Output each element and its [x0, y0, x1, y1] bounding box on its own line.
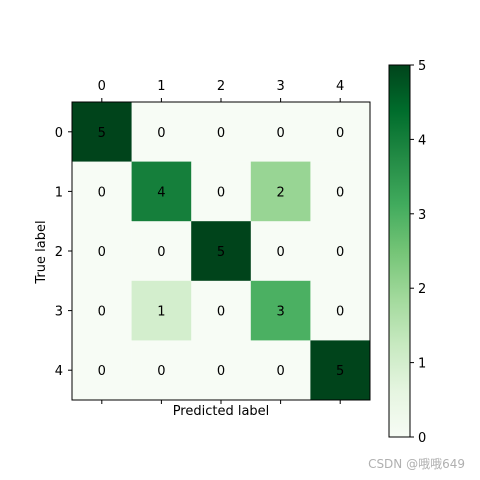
heatmap-cell — [250, 221, 311, 282]
x-tick-label: 4 — [336, 79, 344, 94]
heatmap-cell — [250, 280, 311, 341]
y-tick-label: 2 — [55, 245, 63, 260]
heatmap-cell — [72, 161, 132, 222]
cell-value-label: 0 — [217, 305, 225, 320]
cell-value-label: 0 — [157, 364, 165, 379]
heatmap-cell — [250, 340, 311, 401]
y-axis-label: True label — [34, 220, 49, 284]
y-tick-label: 1 — [55, 185, 63, 200]
x-tick-label: 3 — [276, 79, 284, 94]
cell-value-label: 0 — [217, 185, 225, 200]
heatmap-cell — [250, 161, 311, 222]
x-tick-label: 0 — [98, 79, 106, 94]
cell-value-label: 4 — [157, 185, 165, 200]
y-axis-ticks: 0 1 2 3 4 — [55, 126, 72, 379]
heatmap-cell — [72, 280, 132, 341]
cell-value-label: 0 — [336, 126, 344, 141]
heatmap-cell — [191, 340, 252, 401]
cell-value-label: 0 — [98, 305, 106, 320]
cell-value-label: 0 — [276, 245, 284, 260]
x-tick-label: 2 — [217, 79, 225, 94]
heatmap-cell — [310, 221, 371, 282]
x-axis-label: Predicted label — [173, 404, 270, 419]
heatmap-cell — [72, 102, 132, 162]
colorbar-tick-label: 2 — [418, 282, 426, 297]
cell-value-label: 5 — [336, 364, 344, 379]
colorbar — [388, 64, 411, 438]
heatmap-cell — [250, 102, 311, 162]
heatmap-cell — [72, 221, 132, 282]
cell-value-label: 5 — [98, 126, 106, 141]
heatmap-cell — [191, 102, 252, 162]
x-tick-label: 1 — [157, 79, 165, 94]
colorbar-tick-label: 5 — [418, 59, 426, 74]
cell-value-label: 0 — [336, 305, 344, 320]
cell-value-label: 0 — [98, 364, 106, 379]
cell-value-label: 1 — [157, 305, 165, 320]
cell-value-label: 0 — [157, 126, 165, 141]
cell-value-label: 0 — [157, 245, 165, 260]
cell-value-label: 0 — [98, 185, 106, 200]
heatmap-cell — [310, 340, 371, 401]
colorbar-tick-label: 3 — [418, 208, 426, 223]
heatmap-cell — [191, 221, 252, 282]
cell-value-label: 0 — [336, 245, 344, 260]
heatmap-cell — [191, 280, 252, 341]
heatmap-cell — [131, 161, 192, 222]
heatmap-cells — [72, 102, 371, 401]
heatmap-cell — [131, 221, 192, 282]
y-tick-label: 0 — [55, 126, 63, 141]
cell-value-label: 0 — [217, 126, 225, 141]
heatmap-cell — [72, 340, 132, 401]
colorbar-tick-label: 4 — [418, 133, 426, 148]
cell-value-label: 0 — [217, 364, 225, 379]
colorbar-tick-label: 1 — [418, 357, 426, 372]
watermark: CSDN @哦哦649 — [368, 457, 465, 471]
cell-value-label: 2 — [276, 185, 284, 200]
y-tick-label: 3 — [55, 305, 63, 320]
cell-value-label: 0 — [336, 185, 344, 200]
heatmap-cell — [310, 280, 371, 341]
cell-value-label: 0 — [98, 245, 106, 260]
y-tick-label: 4 — [55, 364, 63, 379]
heatmap-cell — [131, 280, 192, 341]
colorbar-ticks: 0 1 2 3 4 5 — [410, 59, 426, 446]
colorbar-tick-label: 0 — [418, 431, 426, 446]
heatmap-cell — [131, 102, 192, 162]
cell-value-label: 3 — [276, 305, 284, 320]
heatmap-cell — [310, 102, 371, 162]
heatmap-cell — [191, 161, 252, 222]
cell-value-labels: 5 0 0 0 0 0 4 0 2 0 0 0 5 0 0 0 1 0 3 0 0 0 0 0 5 — [98, 126, 345, 379]
cell-value-label: 5 — [217, 245, 225, 260]
heatmap-cell — [131, 340, 192, 401]
x-axis-ticks: 0 1 2 3 4 — [98, 79, 344, 404]
heatmap-cell — [310, 161, 371, 222]
cell-value-label: 0 — [276, 364, 284, 379]
cell-value-label: 0 — [276, 126, 284, 141]
